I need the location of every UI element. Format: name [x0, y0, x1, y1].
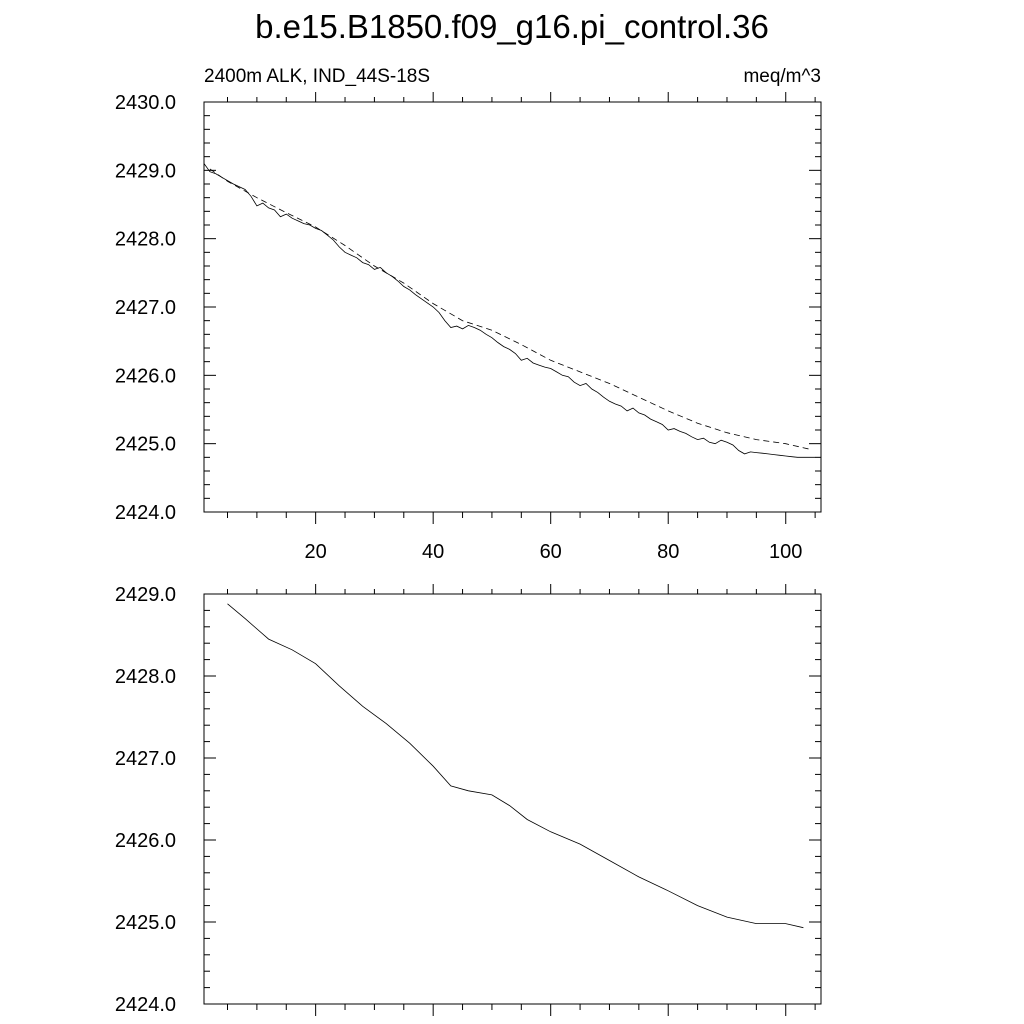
series-running_mean-line: [227, 603, 804, 929]
y-tick-label: 2428.0: [115, 666, 176, 688]
y-tick-label: 2424.0: [115, 502, 176, 524]
y-tick-label: 2429.0: [115, 160, 176, 182]
y-tick-label: 2426.0: [115, 830, 176, 852]
top-plot-frame: [203, 101, 822, 513]
chart-title: b.e15.B1850.f09_g16.pi_control.36: [255, 8, 769, 45]
y-tick-label: 2426.0: [115, 365, 176, 387]
y-tick-label: 2425.0: [115, 912, 176, 934]
y-tick-label: 2425.0: [115, 434, 176, 456]
y-tick-label: 2427.0: [115, 297, 176, 319]
y-tick-label: 2424.0: [115, 994, 176, 1016]
x-tick-label: 20: [305, 541, 327, 563]
x-tick-label: 60: [540, 541, 562, 563]
y-tick-label: 2429.0: [115, 584, 176, 606]
variable-label: 2400m ALK, IND_44S-18S: [204, 66, 430, 87]
units-label: meq/m^3: [743, 66, 821, 87]
series-smoothed-line: [209, 168, 810, 450]
y-tick-label: 2427.0: [115, 748, 176, 770]
bottom-panel: 2424.0 2425.0 2426.0 2427.0 2428.0 2429.0: [115, 584, 822, 1016]
series-annual-line: [203, 163, 816, 458]
x-tick-label: 40: [422, 541, 444, 563]
x-tick-label: 80: [657, 541, 679, 563]
x-tick-label: 100: [769, 541, 802, 563]
bottom-plot-frame: [203, 593, 822, 1005]
y-tick-label: 2430.0: [115, 92, 176, 114]
y-tick-label: 2428.0: [115, 229, 176, 251]
top-panel: 2424.0 2425.0 2426.0 2427.0 2428.0 2429.0 2430…: [115, 92, 822, 563]
